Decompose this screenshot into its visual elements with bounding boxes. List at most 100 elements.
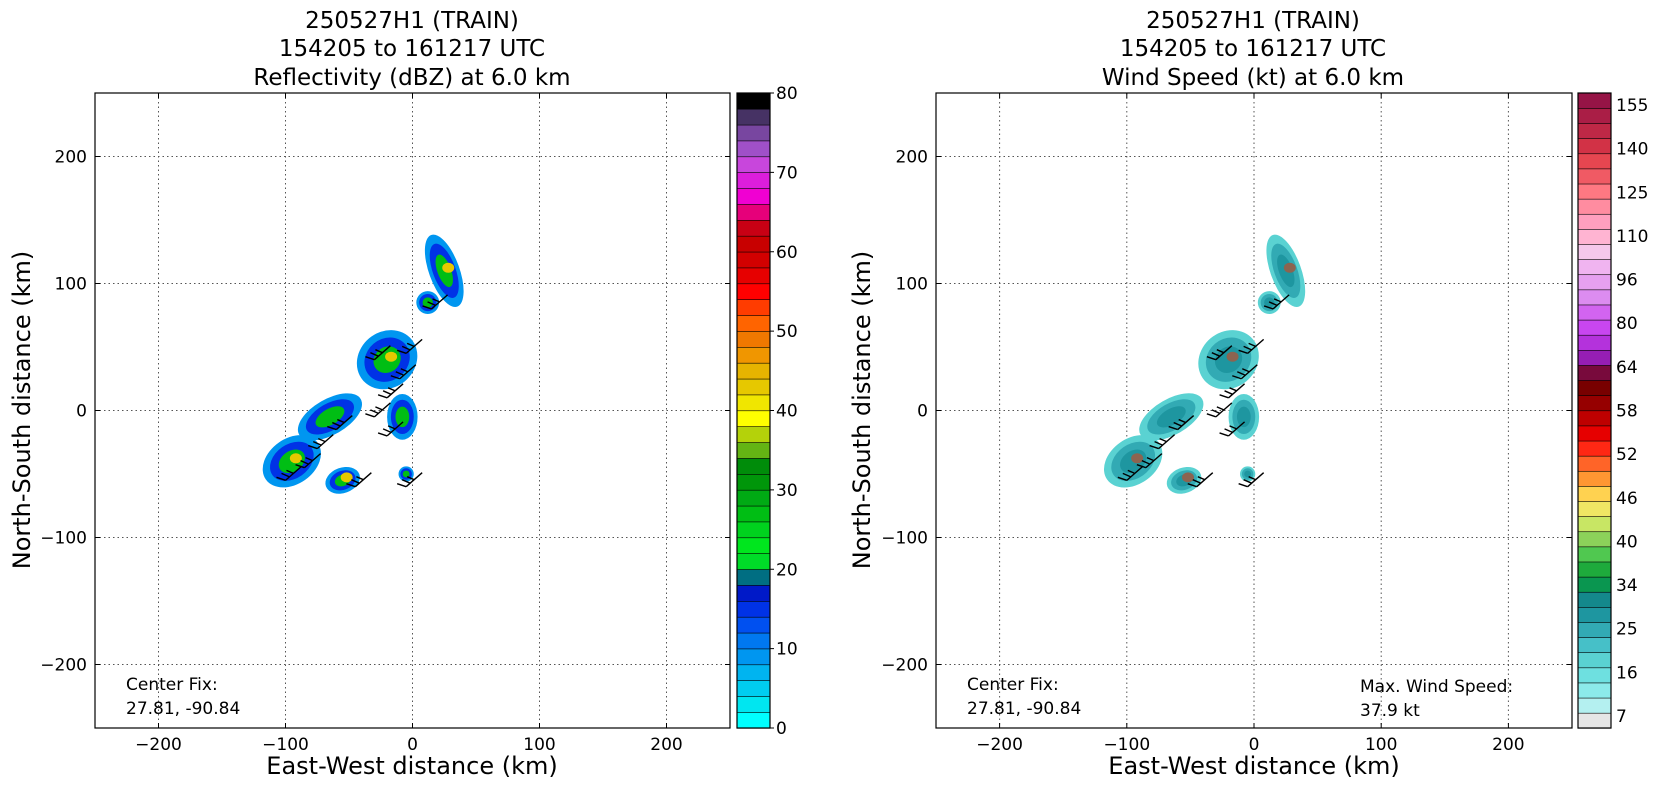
wind-barb-flag bbox=[1206, 413, 1217, 418]
wind-barb bbox=[1263, 294, 1290, 310]
colorbar-swatch bbox=[1577, 122, 1612, 139]
wind-barb-flag bbox=[1273, 298, 1282, 303]
wind-barb bbox=[1168, 415, 1195, 431]
wind-barb-flag bbox=[406, 476, 415, 481]
colorbar-swatch bbox=[1577, 440, 1612, 457]
wind-barb-flag bbox=[1268, 301, 1278, 307]
wind-barb-flag bbox=[400, 368, 409, 373]
wind-barb-flag bbox=[382, 390, 392, 395]
wind-barb bbox=[1238, 472, 1265, 488]
colorbar-tick-label: 140 bbox=[1616, 140, 1648, 160]
wind-barb bbox=[377, 421, 404, 437]
wind-barb-flag bbox=[377, 394, 388, 399]
wind-barb-flag bbox=[365, 413, 375, 418]
wind-barb-flag bbox=[1238, 349, 1248, 355]
colorbar-swatch bbox=[736, 632, 771, 650]
wind-barb-flag bbox=[295, 463, 305, 469]
y-tick-label: −100 bbox=[881, 529, 928, 549]
colorbar-tick-label: 16 bbox=[1616, 663, 1638, 683]
wind-barb-flag bbox=[1224, 428, 1233, 434]
panel1-y-axis-label: North-South distance (km) bbox=[8, 251, 36, 570]
colorbar-swatch bbox=[736, 537, 771, 554]
colorbar-swatch bbox=[1577, 349, 1612, 366]
colorbar-tick-label: 0 bbox=[776, 719, 787, 739]
wind-barb-flag bbox=[1168, 425, 1178, 431]
panel1-title-line1: 250527H1 (TRAIN) bbox=[305, 8, 519, 34]
colorbar-tick-label: 80 bbox=[776, 84, 798, 104]
wind-barb-flag bbox=[396, 349, 407, 355]
colorbar-tick-label: 96 bbox=[1616, 271, 1638, 291]
colorbar-swatch bbox=[1577, 591, 1612, 608]
wind-barb-flag bbox=[370, 409, 379, 414]
colorbar-swatch bbox=[736, 235, 771, 253]
wind-barb-flag bbox=[1192, 479, 1202, 484]
colorbar-swatch bbox=[1577, 652, 1612, 669]
colorbar-swatch bbox=[1577, 500, 1612, 517]
wind-barb bbox=[1149, 434, 1176, 450]
wind-barb bbox=[390, 364, 417, 380]
wind-barb-flag bbox=[390, 375, 401, 380]
wind-barb-flag bbox=[1173, 421, 1182, 427]
panel-reflectivity: 250527H1 (TRAIN) 154205 to 161217 UTC Re… bbox=[8, 8, 798, 780]
colorbar-tick-label: 20 bbox=[776, 560, 798, 580]
colorbar-swatch bbox=[736, 616, 771, 634]
wind-barb bbox=[1136, 453, 1163, 469]
wind-barb-flag bbox=[312, 440, 322, 446]
colorbar-swatch bbox=[1577, 712, 1612, 729]
wind-barb-flag bbox=[1117, 476, 1128, 482]
colorbar-swatch bbox=[736, 394, 771, 412]
wind-barb bbox=[295, 453, 322, 469]
colorbar-tick-label: 7 bbox=[1616, 707, 1627, 727]
wind-barb-flag bbox=[1229, 387, 1237, 392]
wind-barb-flag bbox=[1232, 375, 1242, 380]
colorbar-swatch bbox=[1577, 213, 1612, 230]
colorbar-swatch bbox=[736, 330, 771, 348]
panel1-center-fix-label: Center Fix: bbox=[126, 675, 218, 695]
panel2-winds bbox=[1103, 234, 1306, 494]
echo-core bbox=[1156, 406, 1186, 428]
panel2-y-axis-label: North-South distance (km) bbox=[848, 251, 876, 570]
colorbar-tick-label: 80 bbox=[1616, 314, 1638, 334]
colorbar-swatch bbox=[736, 410, 771, 427]
wind-barb-flag bbox=[1159, 437, 1167, 443]
echo-peak bbox=[340, 472, 353, 483]
wind-barb-flag bbox=[1127, 469, 1136, 474]
wind-barb-flag bbox=[308, 444, 318, 450]
colorbar-tick-label: 60 bbox=[776, 243, 798, 263]
wind-barb bbox=[1219, 421, 1246, 437]
wind-barb-flag bbox=[356, 476, 364, 481]
wind-barb bbox=[422, 294, 449, 310]
colorbar-tick-label: 10 bbox=[776, 640, 798, 660]
y-tick-label: 100 bbox=[55, 275, 87, 295]
panel2-x-axis-label: East-West distance (km) bbox=[1108, 752, 1399, 780]
colorbar-swatch bbox=[736, 505, 771, 523]
wind-barb-flag bbox=[427, 301, 436, 307]
colorbar-swatch bbox=[736, 489, 771, 507]
echo-peak bbox=[442, 262, 455, 273]
colorbar-swatch bbox=[1577, 531, 1612, 548]
wind-barb-flag bbox=[1229, 425, 1237, 430]
colorbar-swatch bbox=[1577, 304, 1612, 321]
echo-peak bbox=[1182, 472, 1195, 483]
x-tick-label: −100 bbox=[262, 735, 309, 755]
panel2-title-line1: 250527H1 (TRAIN) bbox=[1146, 8, 1360, 34]
colorbar-swatch bbox=[1577, 561, 1612, 578]
colorbar-swatch bbox=[736, 108, 771, 126]
wind-barb-flag bbox=[1248, 476, 1256, 481]
colorbar-tick-label: 52 bbox=[1616, 445, 1638, 465]
colorbar-swatch bbox=[736, 695, 771, 713]
echo-core bbox=[1244, 470, 1252, 478]
colorbar-swatch bbox=[736, 362, 771, 380]
wind-barb bbox=[1232, 364, 1258, 380]
colorbar-swatch bbox=[1577, 576, 1612, 593]
wind-barb bbox=[377, 383, 404, 399]
colorbar-swatch bbox=[736, 441, 771, 459]
colorbar-swatch bbox=[736, 648, 771, 666]
wind-barb-flag bbox=[1146, 457, 1155, 462]
wind-barb-flag bbox=[382, 428, 392, 434]
wind-barb-flag bbox=[401, 479, 411, 484]
wind-barb-flag bbox=[432, 298, 440, 303]
wind-barb-flag bbox=[377, 432, 388, 437]
wind-barb-flag bbox=[422, 305, 432, 310]
